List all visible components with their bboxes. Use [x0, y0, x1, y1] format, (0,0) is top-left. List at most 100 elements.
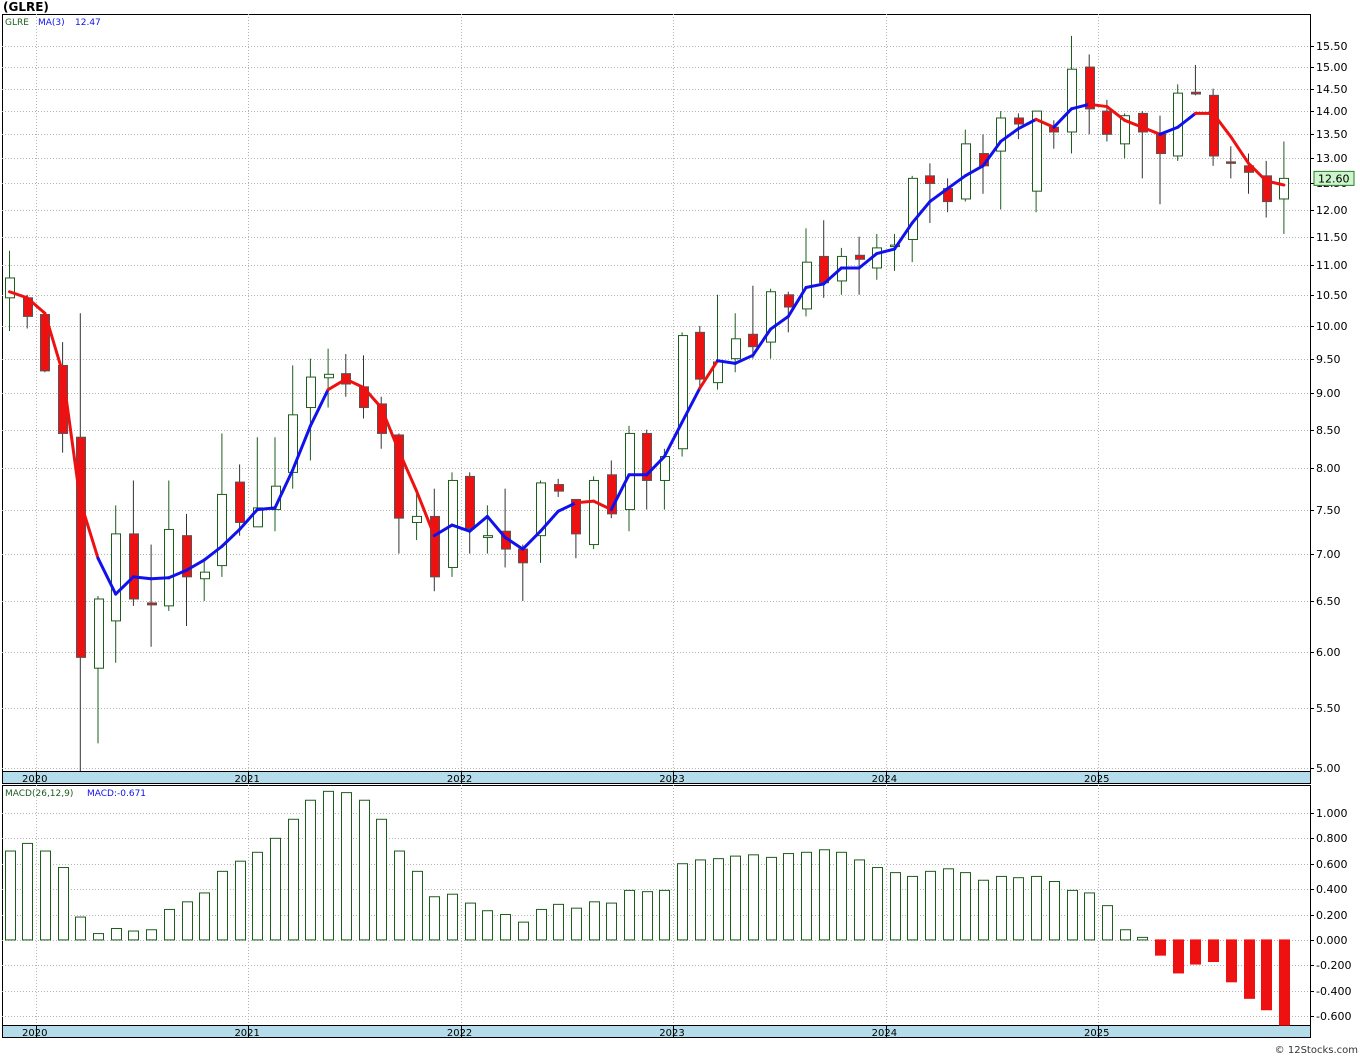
macd-bar-positive — [146, 929, 157, 941]
candle-up — [306, 358, 316, 461]
ma3-segment — [397, 449, 419, 493]
macd-bar-positive — [836, 851, 847, 941]
candle-down — [1138, 111, 1148, 179]
ma3-segment — [1140, 125, 1162, 136]
macd-bar-positive — [766, 856, 777, 941]
price-tick-label: 14.00 — [1316, 105, 1348, 118]
candle-body — [1067, 68, 1077, 133]
ma3-segment — [8, 290, 29, 300]
credit-label: © 12Stocks.com — [1274, 1045, 1358, 1056]
candle-down — [235, 464, 245, 536]
macd-bar-positive — [890, 872, 901, 941]
candle-down — [147, 544, 157, 647]
ma3-segment — [415, 489, 436, 538]
ma3-segment — [485, 514, 507, 539]
macd-bar-positive — [359, 799, 370, 941]
ma3-segment — [963, 164, 985, 178]
candle-body — [394, 434, 404, 519]
macd-bar-positive — [1120, 929, 1131, 941]
macd-tick-label: 0.000 — [1316, 934, 1348, 947]
ma3-segment — [751, 327, 773, 357]
price-tick-label: 13.50 — [1316, 128, 1348, 141]
chart-title: (GLRE) — [3, 0, 49, 14]
ma3-segment — [946, 174, 967, 191]
candle-up — [483, 505, 493, 554]
ma3-segment — [1176, 111, 1197, 129]
price-tick-label: 10.50 — [1316, 289, 1348, 302]
candle-up — [324, 348, 334, 408]
ma3-segment — [875, 247, 896, 256]
ma3-segment — [1264, 179, 1286, 187]
candle-body — [695, 331, 705, 380]
candle-body — [518, 548, 528, 564]
ma3-segment — [238, 508, 259, 531]
macd-bar-positive — [465, 902, 476, 941]
ma3-segment — [893, 221, 914, 251]
candle-body — [855, 254, 865, 260]
candle-down — [695, 325, 705, 387]
price-tick-label: 11.00 — [1316, 259, 1348, 272]
macd-bar-positive — [394, 850, 405, 941]
ma3-segment — [1158, 125, 1180, 136]
price-tick-label: 10.00 — [1316, 320, 1348, 333]
macd-bar-negative — [1226, 939, 1237, 983]
candle-body — [961, 143, 971, 200]
candle-body — [430, 515, 440, 578]
macd-bar-positive — [93, 933, 104, 941]
macd-bar-positive — [695, 859, 706, 941]
ma3-segment — [716, 359, 737, 365]
ma3-segment — [556, 501, 578, 513]
price-tick-label: 12.00 — [1316, 204, 1348, 217]
macd-bar-positive — [412, 870, 423, 941]
candle-body — [766, 291, 776, 343]
macd-tick-label: 1.000 — [1316, 807, 1348, 820]
candle-body — [996, 117, 1006, 152]
ma3-segment — [114, 575, 135, 596]
ma3-segment — [220, 527, 242, 548]
candle-body — [94, 598, 104, 669]
macd-bar-positive — [713, 858, 724, 941]
candle-up — [253, 437, 263, 528]
candle-body — [589, 479, 599, 546]
candle-body — [678, 335, 688, 450]
macd-bar-positive — [500, 914, 511, 941]
ma3-segment — [167, 568, 188, 580]
ma3-segment — [96, 556, 118, 596]
ma3-segment — [379, 406, 401, 453]
candle-body — [925, 175, 935, 184]
price-tick-label: 13.00 — [1316, 152, 1348, 165]
ma3-segment — [698, 359, 719, 390]
macd-bar-positive — [199, 892, 210, 941]
candle-body — [1156, 133, 1166, 155]
macd-bar-positive — [943, 868, 954, 941]
candle-body — [1191, 91, 1201, 95]
price-tick-label: 9.00 — [1316, 387, 1341, 400]
candle-body — [129, 533, 139, 600]
year-label: 2025 — [1084, 774, 1109, 785]
macd-bar-positive — [536, 908, 547, 941]
candle-down — [76, 313, 86, 771]
ma3-segment — [326, 377, 348, 392]
price-tick-label: 7.00 — [1316, 548, 1341, 561]
macd-bar-positive — [518, 921, 529, 941]
candle-down — [748, 285, 758, 359]
candle-body — [324, 373, 334, 379]
candle-body — [182, 535, 192, 578]
candle-body — [1085, 66, 1095, 110]
ma3-segment — [43, 311, 65, 374]
macd-bar-positive — [1102, 905, 1113, 941]
price-tick-label: 8.00 — [1316, 462, 1341, 475]
ma3-segment — [131, 575, 153, 581]
ma3-segment — [645, 455, 666, 477]
ma3-segment — [1016, 117, 1038, 131]
ma3-segment — [185, 558, 206, 572]
ma3-segment — [1247, 161, 1268, 183]
legend-ma-value: 12.47 — [75, 18, 101, 28]
macd-bar-negative — [1173, 939, 1184, 974]
ma3-segment — [1229, 135, 1250, 165]
candle-up — [536, 480, 546, 563]
macd-tick-label: -0.600 — [1316, 1010, 1351, 1023]
ma3-segment — [362, 386, 383, 410]
macd-bar-positive — [128, 930, 139, 941]
